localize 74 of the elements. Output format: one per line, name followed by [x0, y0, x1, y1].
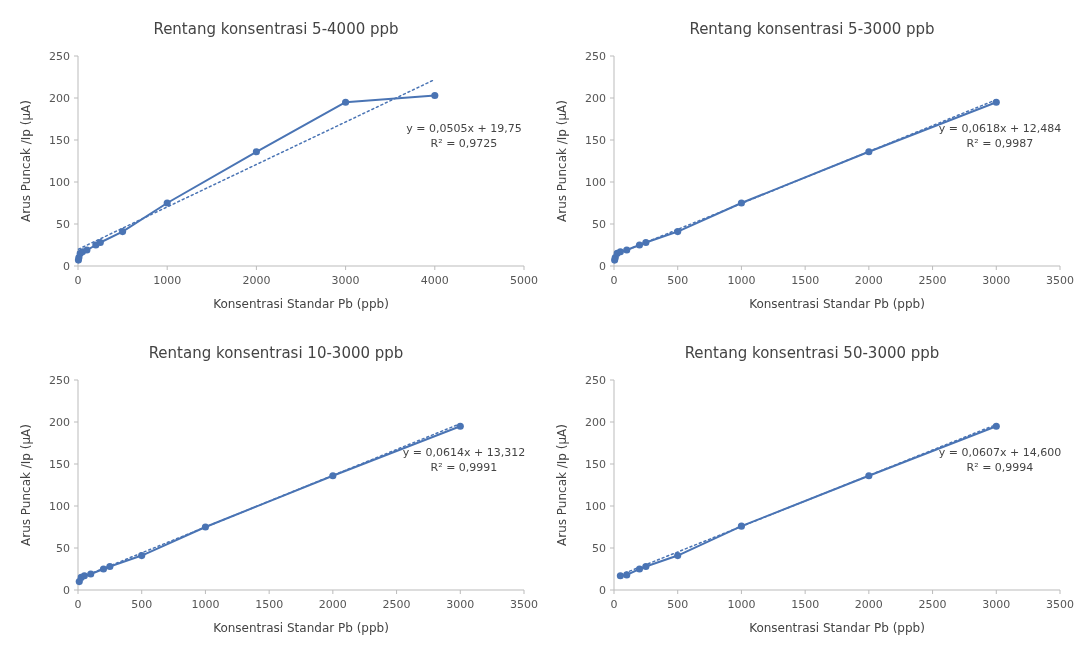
y-tick-label: 50 [592, 541, 606, 555]
y-tick-label: 200 [585, 91, 606, 105]
annotation: y = 0,0505x + 19,75 [406, 121, 522, 135]
y-tick-label: 250 [585, 373, 606, 387]
x-tick-label: 3000 [982, 274, 1011, 287]
x-tick-label: 1000 [191, 598, 220, 611]
annotation: y = 0,0618x + 12,484 [938, 121, 1062, 135]
x-tick-label: 0 [610, 274, 618, 287]
annotation: R² = 0,9987 [966, 136, 1034, 150]
y-tick-label: 50 [56, 541, 70, 555]
x-tick-label: 2500 [382, 598, 411, 611]
y-tick-label: 0 [63, 259, 70, 273]
y-tick-label: 150 [49, 133, 70, 147]
x-tick-label: 0 [74, 274, 82, 287]
y-tick-label: 0 [599, 259, 606, 273]
x-tick-label: 2500 [918, 274, 947, 287]
y-tick-label: 200 [585, 415, 606, 429]
x-axis-title: Konsentrasi Standar Pb (ppb) [213, 621, 389, 635]
x-tick-label: 1000 [153, 274, 182, 287]
x-tick-label: 3000 [982, 598, 1011, 611]
chart-title: Rentang konsentrasi 5-3000 ppb [689, 20, 935, 38]
x-tick-label: 2500 [918, 598, 947, 611]
x-tick-label: 5000 [510, 274, 538, 287]
annotation: y = 0,0614x + 13,312 [402, 445, 526, 459]
x-tick-label: 2000 [318, 598, 347, 611]
x-tick-label: 3500 [510, 598, 538, 611]
y-axis-title: Arus Puncak /Ip (µA) [19, 424, 33, 546]
y-tick-label: 100 [49, 499, 70, 513]
x-tick-label: 2000 [854, 598, 883, 611]
x-tick-label: 1000 [727, 274, 756, 287]
annotation: R² = 0,9725 [430, 136, 498, 150]
x-tick-label: 1500 [791, 598, 820, 611]
annotation: R² = 0,9991 [430, 460, 498, 474]
annotation: y = 0,0607x + 14,600 [938, 445, 1062, 459]
y-tick-label: 100 [585, 499, 606, 513]
y-tick-label: 50 [592, 217, 606, 231]
y-tick-label: 200 [49, 415, 70, 429]
y-tick-label: 150 [49, 457, 70, 471]
x-tick-label: 1500 [255, 598, 284, 611]
chart-title: Rentang konsentrasi 5-4000 ppb [153, 20, 399, 38]
x-tick-label: 500 [667, 274, 689, 287]
y-tick-label: 100 [585, 175, 606, 189]
x-tick-label: 2000 [854, 274, 883, 287]
x-tick-label: 3000 [446, 598, 475, 611]
x-tick-label: 500 [667, 598, 689, 611]
x-tick-label: 3500 [1046, 274, 1074, 287]
x-axis-title: Konsentrasi Standar Pb (ppb) [213, 297, 389, 311]
x-tick-label: 0 [74, 598, 82, 611]
x-tick-label: 2000 [242, 274, 271, 287]
y-tick-label: 250 [49, 373, 70, 387]
x-tick-label: 3000 [331, 274, 360, 287]
y-tick-label: 0 [63, 583, 70, 597]
y-tick-label: 250 [585, 49, 606, 63]
x-tick-label: 500 [131, 598, 153, 611]
chart-title: Rentang konsentrasi 50-3000 ppb [684, 344, 940, 362]
y-tick-label: 100 [49, 175, 70, 189]
y-tick-label: 150 [585, 457, 606, 471]
x-tick-label: 1500 [791, 274, 820, 287]
x-tick-label: 0 [610, 598, 618, 611]
y-tick-label: 50 [56, 217, 70, 231]
x-tick-label: 4000 [420, 274, 449, 287]
y-tick-label: 250 [49, 49, 70, 63]
x-axis-title: Konsentrasi Standar Pb (ppb) [749, 621, 925, 635]
x-tick-label: 1000 [727, 598, 756, 611]
x-axis-title: Konsentrasi Standar Pb (ppb) [749, 297, 925, 311]
y-tick-label: 0 [599, 583, 606, 597]
y-axis-title: Arus Puncak /Ip (µA) [555, 424, 569, 546]
y-axis-title: Arus Puncak /Ip (µA) [19, 100, 33, 222]
y-tick-label: 150 [585, 133, 606, 147]
y-tick-label: 200 [49, 91, 70, 105]
x-tick-label: 3500 [1046, 598, 1074, 611]
chart-title: Rentang konsentrasi 10-3000 ppb [148, 344, 404, 362]
y-axis-title: Arus Puncak /Ip (µA) [555, 100, 569, 222]
annotation: R² = 0,9994 [966, 460, 1034, 474]
